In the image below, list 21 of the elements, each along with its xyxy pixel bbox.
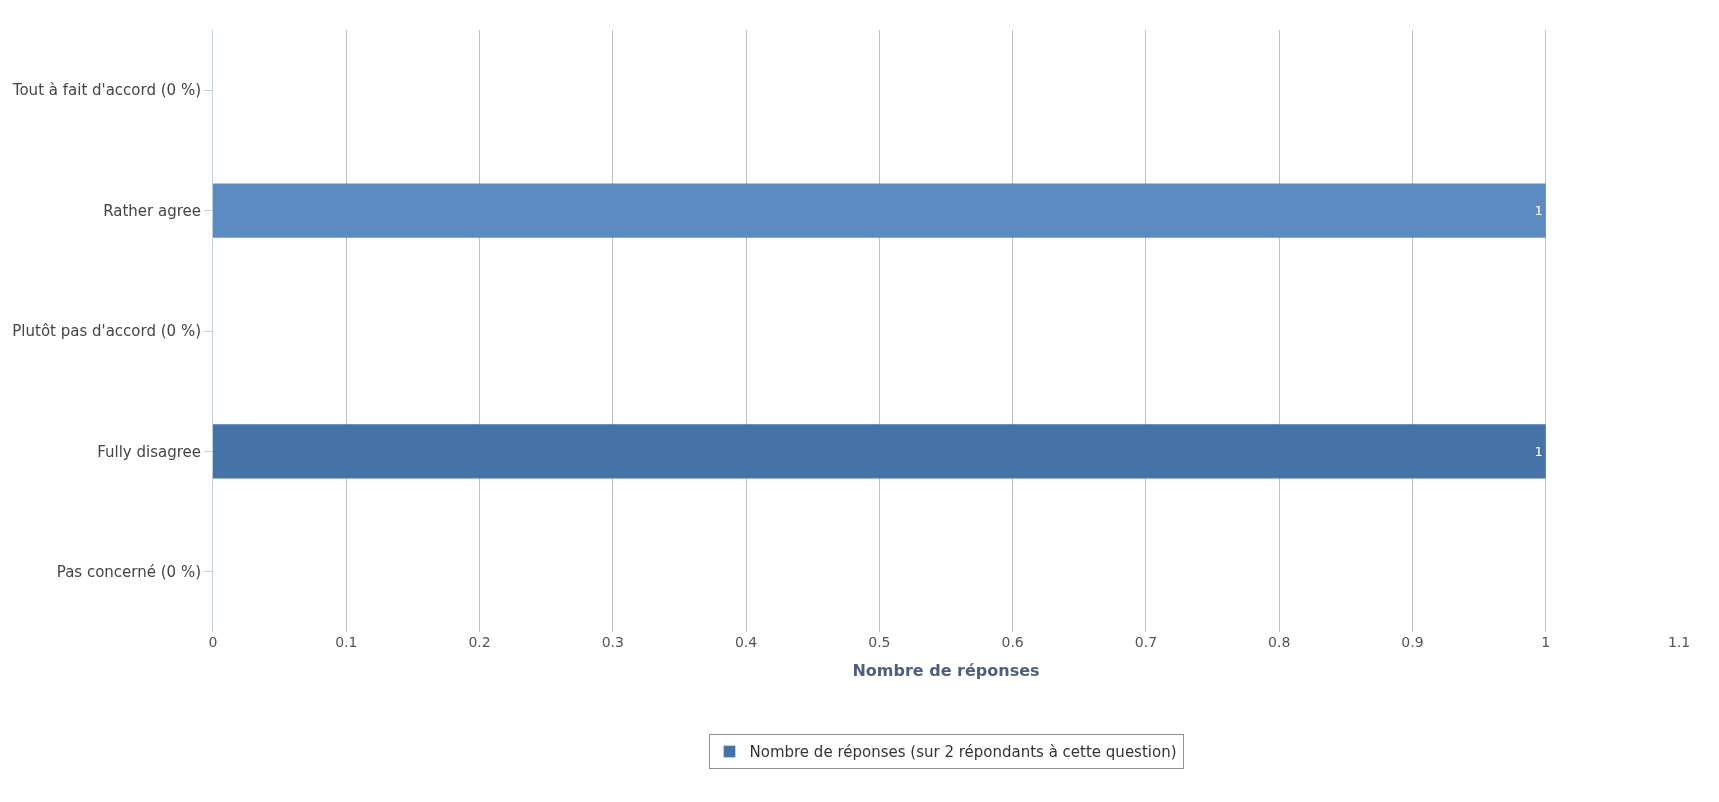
- x-tick-label: 0.5: [868, 634, 891, 650]
- x-tick-label: 0.4: [734, 634, 758, 650]
- x-axis-title: Nombre de réponses: [852, 660, 1040, 680]
- x-tick-label: 0.7: [1134, 634, 1158, 650]
- data-label: 1: [1534, 203, 1543, 219]
- y-tick-label: Fully disagree: [97, 442, 201, 461]
- y-tick-label: Rather agree: [103, 201, 201, 220]
- x-tick-label: 1.1: [1667, 634, 1691, 650]
- x-tick-label: 0: [208, 634, 218, 650]
- x-tick-label: 0.9: [1401, 634, 1424, 650]
- legend-label: Nombre de réponses (sur 2 répondants à cette question): [749, 743, 1177, 762]
- x-tick-label: 1: [1541, 634, 1551, 650]
- x-tick-label: 0.2: [468, 634, 491, 650]
- data-label: 1: [1534, 443, 1543, 459]
- x-tick-label: 0.3: [601, 634, 624, 650]
- y-tick-label: Plutôt pas d'accord (0 %): [12, 322, 201, 341]
- y-tick-label: Tout à fait d'accord (0 %): [11, 81, 201, 100]
- y-tick-label: Pas concerné (0 %): [56, 563, 201, 582]
- x-tick-label: 0.1: [335, 634, 358, 650]
- x-tick-label: 0.6: [1001, 634, 1024, 650]
- x-tick-label: 0.8: [1268, 634, 1291, 650]
